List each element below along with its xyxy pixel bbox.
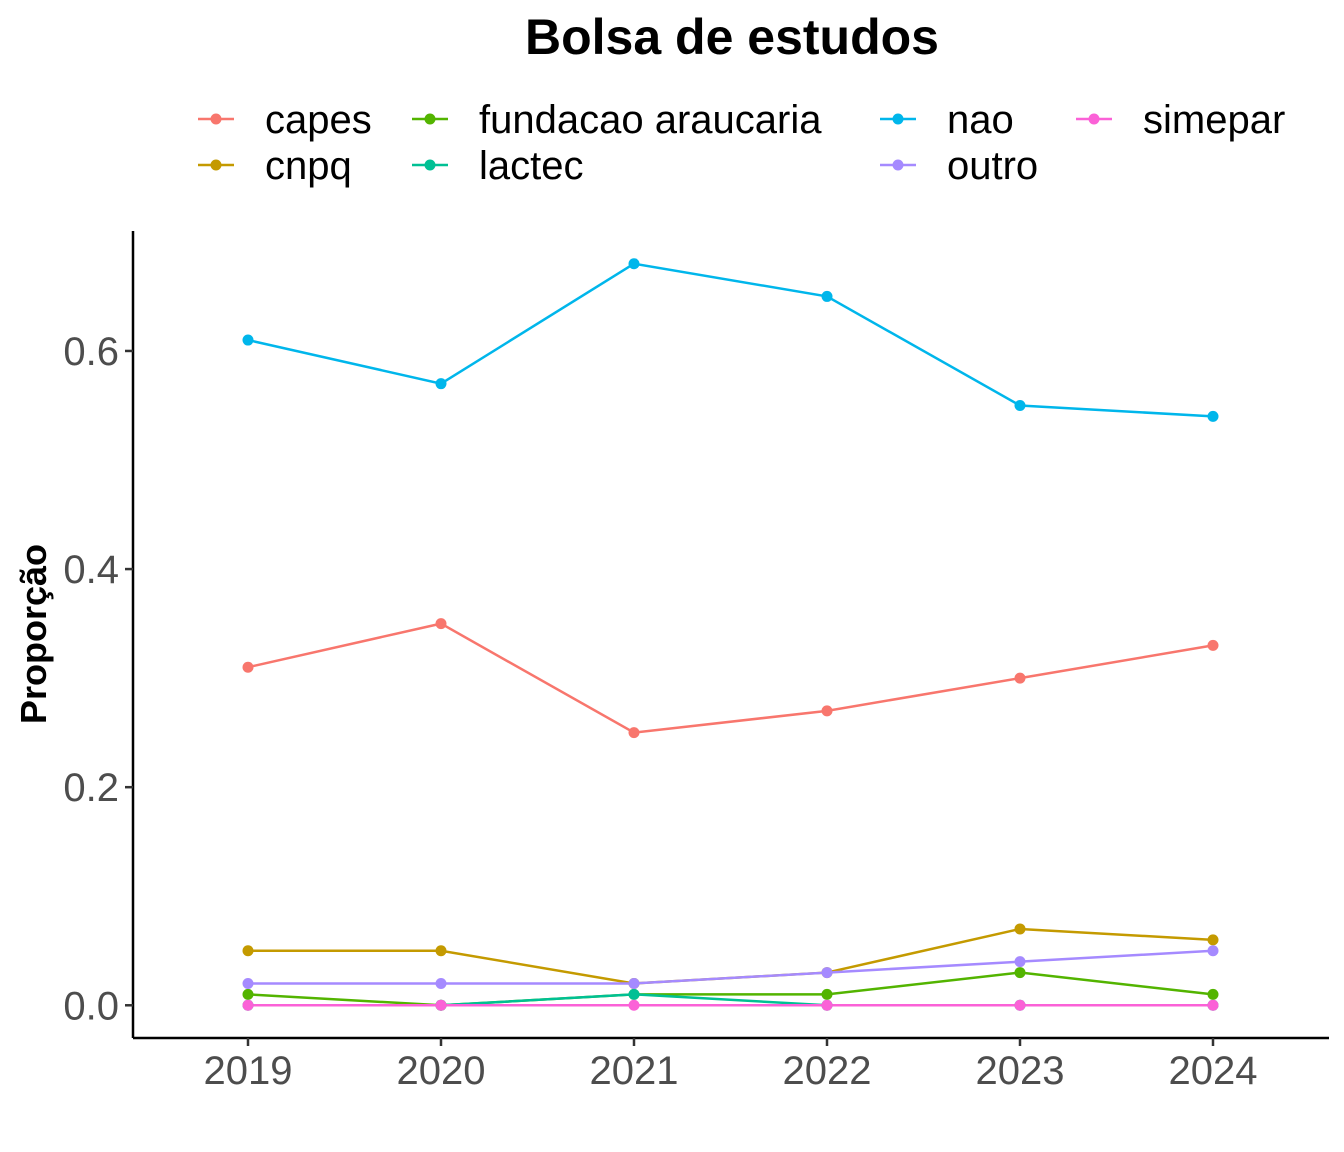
data-point-capes xyxy=(1014,672,1026,684)
data-point-capes xyxy=(242,661,254,673)
data-point-cnpq xyxy=(435,945,447,957)
x-tick-label: 2021 xyxy=(590,1049,679,1093)
legend-label: cnpq xyxy=(265,144,352,188)
legend-item-nao: nao xyxy=(880,98,1014,142)
axes xyxy=(131,231,1329,1040)
y-ticks: 0.0 0.2 0.4 0.6 xyxy=(63,330,133,1028)
data-point-simepar xyxy=(242,999,254,1011)
data-point-outro xyxy=(1207,945,1219,957)
data-point-simepar xyxy=(628,999,640,1011)
legend-label: capes xyxy=(265,98,372,142)
data-point-simepar xyxy=(435,999,447,1011)
x-tick-label: 2020 xyxy=(397,1049,486,1093)
data-point-simepar xyxy=(1207,999,1219,1011)
data-point-simepar xyxy=(1014,999,1026,1011)
x-ticks: 2019 2020 2021 2022 2023 2024 xyxy=(204,1038,1258,1093)
data-point-capes xyxy=(1207,639,1219,651)
series-lines xyxy=(247,262,1214,1007)
legend-marker xyxy=(424,159,436,171)
data-point-lactec xyxy=(628,988,640,1000)
legend-item-fundacao-araucaria: fundacao araucaria xyxy=(412,98,822,142)
legend-item-capes: capes xyxy=(198,98,372,142)
legend-item-cnpq: cnpq xyxy=(198,144,352,188)
data-point-cnpq xyxy=(1207,934,1219,946)
legend-label: nao xyxy=(947,98,1014,142)
data-point-simepar xyxy=(821,999,833,1011)
x-tick-label: 2019 xyxy=(204,1049,293,1093)
data-point-nao xyxy=(1207,410,1219,422)
legend-marker xyxy=(210,113,222,125)
data-point-nao xyxy=(242,334,254,346)
legend-marker xyxy=(424,113,436,125)
series-line-nao xyxy=(247,262,1214,418)
y-tick-label: 0.2 xyxy=(63,766,119,810)
chart-title: Bolsa de estudos xyxy=(525,9,939,65)
legend-marker xyxy=(892,113,904,125)
legend-item-lactec: lactec xyxy=(412,144,584,188)
data-point-outro xyxy=(821,967,833,979)
series-line-outro xyxy=(248,949,1214,985)
data-point-outro xyxy=(628,977,640,989)
y-axis-title: Proporção xyxy=(13,544,54,724)
legend-marker xyxy=(892,159,904,171)
data-point-nao xyxy=(821,290,833,302)
data-point-nao xyxy=(628,258,640,270)
y-tick-label: 0.6 xyxy=(63,330,119,374)
data-point-outro xyxy=(435,977,447,989)
data-point-capes xyxy=(821,705,833,717)
x-tick-label: 2024 xyxy=(1169,1049,1258,1093)
legend-marker xyxy=(1088,113,1100,125)
data-point-fundacao-araucaria xyxy=(1207,988,1219,1000)
legend-label: fundacao araucaria xyxy=(479,98,822,142)
x-tick-label: 2022 xyxy=(783,1049,872,1093)
data-point-cnpq xyxy=(242,945,254,957)
series-points xyxy=(242,258,1219,1011)
legend-marker xyxy=(210,159,222,171)
data-point-capes xyxy=(435,618,447,630)
legend-label: outro xyxy=(947,144,1038,188)
data-point-outro xyxy=(242,977,254,989)
legend-label: simepar xyxy=(1143,98,1285,142)
series-line-cnpq xyxy=(248,927,1214,985)
data-point-nao xyxy=(435,378,447,390)
legend-item-outro: outro xyxy=(880,144,1038,188)
y-tick-label: 0.0 xyxy=(63,984,119,1028)
data-point-cnpq xyxy=(1014,923,1026,935)
data-point-nao xyxy=(1014,399,1026,411)
series-line-fundacao-araucaria xyxy=(247,971,1214,1007)
data-point-fundacao-araucaria xyxy=(1014,967,1026,979)
x-tick-label: 2023 xyxy=(976,1049,1065,1093)
data-point-fundacao-araucaria xyxy=(821,988,833,1000)
legend-item-simepar: simepar xyxy=(1076,98,1285,142)
y-tick-label: 0.4 xyxy=(63,548,119,592)
data-point-capes xyxy=(628,727,640,739)
data-point-outro xyxy=(1014,956,1026,968)
legend-label: lactec xyxy=(479,144,584,188)
data-point-fundacao-araucaria xyxy=(242,988,254,1000)
series-line-capes xyxy=(247,622,1214,734)
